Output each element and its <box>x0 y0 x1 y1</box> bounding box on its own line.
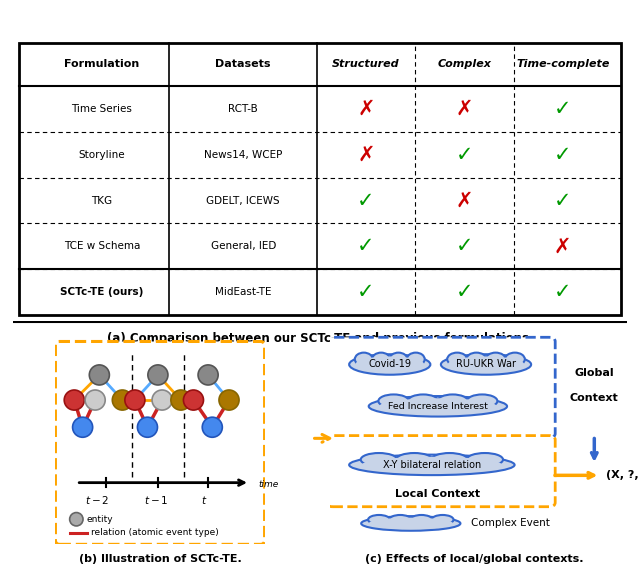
Text: Time Series: Time Series <box>72 104 132 114</box>
FancyBboxPatch shape <box>326 337 556 438</box>
Text: $t-1$: $t-1$ <box>143 494 168 507</box>
Text: ✗: ✗ <box>357 145 375 164</box>
Text: Global: Global <box>575 368 614 378</box>
Circle shape <box>138 417 157 437</box>
Text: ✓: ✓ <box>357 237 375 256</box>
Text: relation (atomic event type): relation (atomic event type) <box>91 528 219 537</box>
Text: ✗: ✗ <box>357 99 375 119</box>
Text: SCTc-TE (ours): SCTc-TE (ours) <box>60 287 143 297</box>
Ellipse shape <box>349 354 430 375</box>
Text: $t$: $t$ <box>201 494 207 507</box>
Ellipse shape <box>369 396 507 417</box>
Text: Covid-19: Covid-19 <box>368 359 412 370</box>
Circle shape <box>152 390 172 410</box>
Ellipse shape <box>467 394 497 407</box>
Text: TCE w Schema: TCE w Schema <box>64 241 140 252</box>
Text: ✗: ✗ <box>456 191 473 210</box>
Ellipse shape <box>355 352 372 366</box>
Circle shape <box>219 390 239 410</box>
Text: $t-2$: $t-2$ <box>85 494 109 507</box>
Text: News14, WCEP: News14, WCEP <box>204 150 282 160</box>
Ellipse shape <box>355 356 424 372</box>
Text: ✓: ✓ <box>456 237 473 256</box>
Circle shape <box>148 365 168 385</box>
Ellipse shape <box>437 394 468 407</box>
FancyBboxPatch shape <box>326 435 556 507</box>
Text: ✗: ✗ <box>456 99 473 119</box>
Circle shape <box>72 417 93 437</box>
Ellipse shape <box>408 394 438 407</box>
Ellipse shape <box>410 515 433 524</box>
Text: time: time <box>259 480 278 489</box>
Ellipse shape <box>447 356 524 372</box>
Text: Fed Increase Interest: Fed Increase Interest <box>388 402 488 411</box>
Text: ✓: ✓ <box>357 191 375 210</box>
Circle shape <box>184 390 204 410</box>
Text: Formulation: Formulation <box>64 60 140 69</box>
Ellipse shape <box>390 352 407 366</box>
Text: ✓: ✓ <box>554 99 572 119</box>
Text: MidEast-TE: MidEast-TE <box>215 287 271 297</box>
Circle shape <box>171 390 191 410</box>
FancyBboxPatch shape <box>56 342 264 544</box>
Ellipse shape <box>372 352 390 366</box>
Ellipse shape <box>486 352 506 366</box>
Ellipse shape <box>467 453 503 466</box>
Text: Time-complete: Time-complete <box>516 60 609 69</box>
Ellipse shape <box>362 457 502 473</box>
Text: (a) Comparison between our SCTc-TE and previous formulations.: (a) Comparison between our SCTc-TE and p… <box>107 332 533 344</box>
Circle shape <box>198 365 218 385</box>
Text: ✓: ✓ <box>357 282 375 302</box>
Ellipse shape <box>361 516 460 531</box>
Ellipse shape <box>447 352 467 366</box>
Ellipse shape <box>467 352 486 366</box>
Ellipse shape <box>396 453 433 466</box>
Text: Complex: Complex <box>438 60 492 69</box>
Text: entity: entity <box>87 515 113 524</box>
Text: (X, ?, Y): (X, ?, Y) <box>606 470 640 480</box>
Text: TKG: TKG <box>92 195 113 206</box>
Ellipse shape <box>389 515 411 524</box>
Text: (b) Illustration of SCTc-TE.: (b) Illustration of SCTc-TE. <box>79 554 241 564</box>
Text: Complex Event: Complex Event <box>471 519 550 528</box>
Text: ✗: ✗ <box>554 237 572 256</box>
Circle shape <box>125 390 145 410</box>
Text: RU-UKR War: RU-UKR War <box>456 359 516 370</box>
Ellipse shape <box>431 453 468 466</box>
Ellipse shape <box>349 454 515 475</box>
Circle shape <box>70 513 83 526</box>
Text: (c) Effects of local/global contexts.: (c) Effects of local/global contexts. <box>365 554 583 564</box>
Text: Storyline: Storyline <box>79 150 125 160</box>
Text: ✓: ✓ <box>456 145 473 164</box>
Text: ✓: ✓ <box>554 145 572 164</box>
Ellipse shape <box>361 453 397 466</box>
Ellipse shape <box>407 352 425 366</box>
Circle shape <box>85 390 105 410</box>
Ellipse shape <box>431 515 454 524</box>
Text: ✓: ✓ <box>554 282 572 302</box>
Text: Context: Context <box>570 393 619 403</box>
Ellipse shape <box>379 398 497 414</box>
Circle shape <box>64 390 84 410</box>
Text: ✓: ✓ <box>456 282 473 302</box>
Circle shape <box>202 417 222 437</box>
Text: General, IED: General, IED <box>211 241 276 252</box>
Text: Local Context: Local Context <box>396 489 481 499</box>
Ellipse shape <box>369 517 453 529</box>
Text: X-Y bilateral relation: X-Y bilateral relation <box>383 460 481 470</box>
Text: GDELT, ICEWS: GDELT, ICEWS <box>206 195 280 206</box>
Ellipse shape <box>368 515 390 524</box>
Circle shape <box>90 365 109 385</box>
Text: ✓: ✓ <box>554 191 572 210</box>
Ellipse shape <box>505 352 525 366</box>
Text: Structured: Structured <box>332 60 400 69</box>
Ellipse shape <box>441 354 531 375</box>
Ellipse shape <box>378 394 409 407</box>
Circle shape <box>112 390 132 410</box>
Text: Datasets: Datasets <box>216 60 271 69</box>
Text: RCT-B: RCT-B <box>228 104 258 114</box>
